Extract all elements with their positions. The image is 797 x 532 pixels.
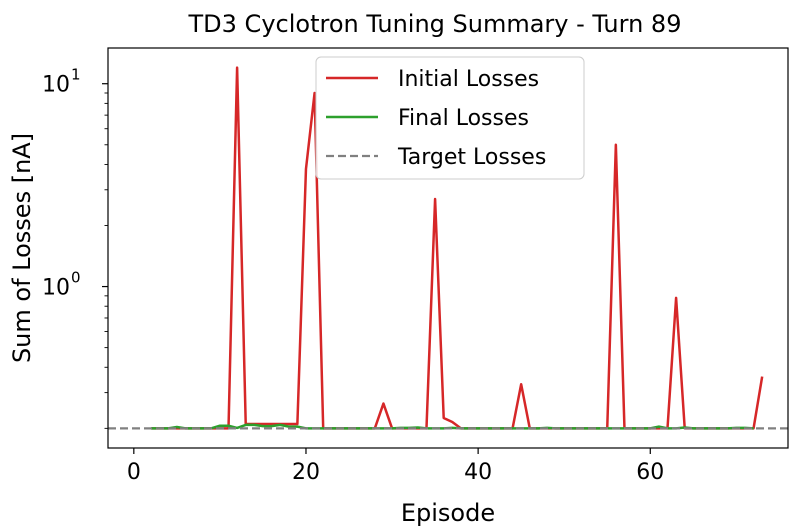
x-tick-label: 0 bbox=[127, 460, 141, 485]
legend: Initial Losses Final Losses Target Losses bbox=[315, 56, 585, 180]
plot-frame bbox=[107, 47, 789, 449]
x-tick-label: 60 bbox=[636, 460, 664, 485]
plot-area bbox=[108, 66, 788, 430]
y-tick-exponent: 0 bbox=[71, 269, 81, 287]
y-axis-label: Sum of Losses [nA] bbox=[8, 133, 36, 363]
legend-label-target-losses: Target Losses bbox=[397, 145, 546, 170]
x-tick-label: 20 bbox=[292, 460, 320, 485]
x-axis: 0 20 40 60 bbox=[127, 448, 664, 485]
chart-title: TD3 Cyclotron Tuning Summary - Turn 89 bbox=[188, 10, 682, 38]
legend-label-final-losses: Final Losses bbox=[398, 106, 529, 131]
x-axis-label: Episode bbox=[401, 499, 495, 527]
legend-box bbox=[315, 56, 585, 180]
legend-label-initial-losses: Initial Losses bbox=[398, 67, 539, 92]
y-tick-exponent: 1 bbox=[71, 66, 81, 84]
x-tick-label: 40 bbox=[464, 460, 492, 485]
y-tick-label: 10 bbox=[42, 73, 70, 98]
y-tick-label: 10 bbox=[42, 276, 70, 301]
